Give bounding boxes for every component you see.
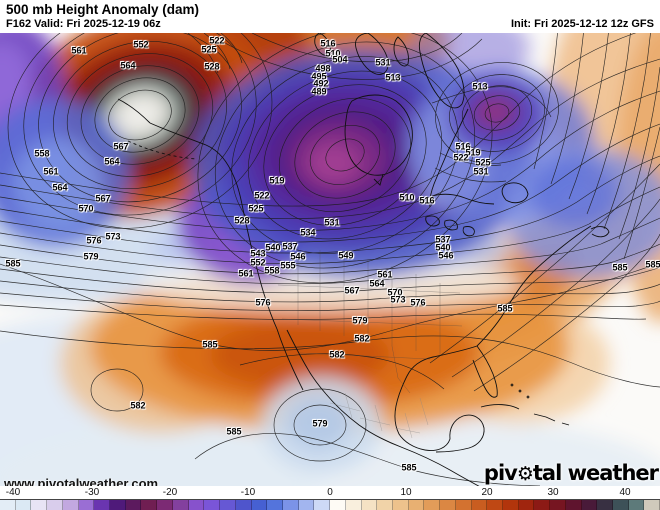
colorbar-segment — [15, 500, 32, 510]
colorbar-segment — [503, 500, 519, 510]
colorbar-segment — [392, 500, 409, 510]
colorbar-segment — [565, 500, 582, 510]
colorbar-tick: 40 — [619, 487, 631, 498]
colorbar-segment — [110, 500, 126, 510]
colorbar-segment — [47, 500, 63, 510]
colorbar-segment — [251, 500, 268, 510]
colorbar-segment — [62, 500, 79, 510]
colorbar-segment — [613, 500, 629, 510]
colorbar-segment — [377, 500, 393, 510]
forecast-valid-time: F162 Valid: Fri 2025-12-19 06z — [6, 18, 161, 30]
colorbar-segment — [550, 500, 566, 510]
colorbar-segment — [597, 500, 614, 510]
colorbar-segment — [204, 500, 221, 510]
header-bar: 500 mb Height Anomaly (dam) F162 Valid: … — [0, 0, 660, 33]
colorbar-segment — [298, 500, 315, 510]
logo-text-prefix: piv — [483, 461, 518, 485]
colorbar-segment — [330, 500, 346, 510]
page-title: 500 mb Height Anomaly (dam) — [6, 2, 200, 17]
colorbar-segment — [361, 500, 378, 510]
colorbar-segment — [534, 500, 551, 510]
gear-icon: ⚙ — [516, 463, 534, 485]
coastlines — [117, 32, 610, 490]
state-borders — [277, 247, 463, 394]
colorbar-segment — [455, 500, 472, 510]
colorbar-segment — [188, 500, 205, 510]
colorbar-tick: -20 — [162, 487, 178, 498]
colorbar-segment — [235, 500, 252, 510]
colorbar-segment — [31, 500, 48, 510]
colorbar-tick: -40 — [5, 487, 21, 498]
colorbar-segment — [628, 500, 645, 510]
colorbar-segment — [314, 500, 331, 510]
colorbar-tick: 20 — [481, 487, 493, 498]
colorbar-segment — [141, 500, 158, 510]
pivotal-weather-logo: piv⚙tal weather — [483, 461, 659, 485]
colorbar-segment — [471, 500, 488, 510]
colorbar-segment — [220, 500, 236, 510]
colorbar-segment — [157, 500, 173, 510]
colorbar-segment — [581, 500, 598, 510]
colorbar-segment — [282, 500, 299, 510]
colorbar — [0, 499, 660, 510]
colorbar-segment — [440, 500, 456, 510]
colorbar-segment — [172, 500, 189, 510]
colorbar-segment — [94, 500, 111, 510]
colorbar-segment — [78, 500, 95, 510]
colorbar-segment — [125, 500, 142, 510]
colorbar-segment — [267, 500, 283, 510]
colorbar-segment — [487, 500, 503, 510]
colorbar-segment — [644, 500, 660, 510]
colorbar-segment — [408, 500, 425, 510]
colorbar-ticks: -40 -30 -20 -10 0 10 20 30 40 — [0, 486, 660, 499]
model-init-time: Init: Fri 2025-12-12 12z GFS — [510, 18, 654, 30]
colorbar-segment — [345, 500, 362, 510]
logo-text-suffix: tal weather — [532, 461, 659, 485]
colorbar-tick: 30 — [547, 487, 559, 498]
colorbar-tick: 0 — [327, 487, 333, 498]
contour-lines — [0, 1, 660, 487]
mexico-state-borders — [329, 392, 429, 439]
colorbar-tick: 10 — [400, 487, 412, 498]
colorbar-tick: -30 — [84, 487, 100, 498]
colorbar-segment — [518, 500, 535, 510]
colorbar-segment — [424, 500, 441, 510]
colorbar-tick: -10 — [240, 487, 256, 498]
colorbar-segment — [0, 500, 16, 510]
